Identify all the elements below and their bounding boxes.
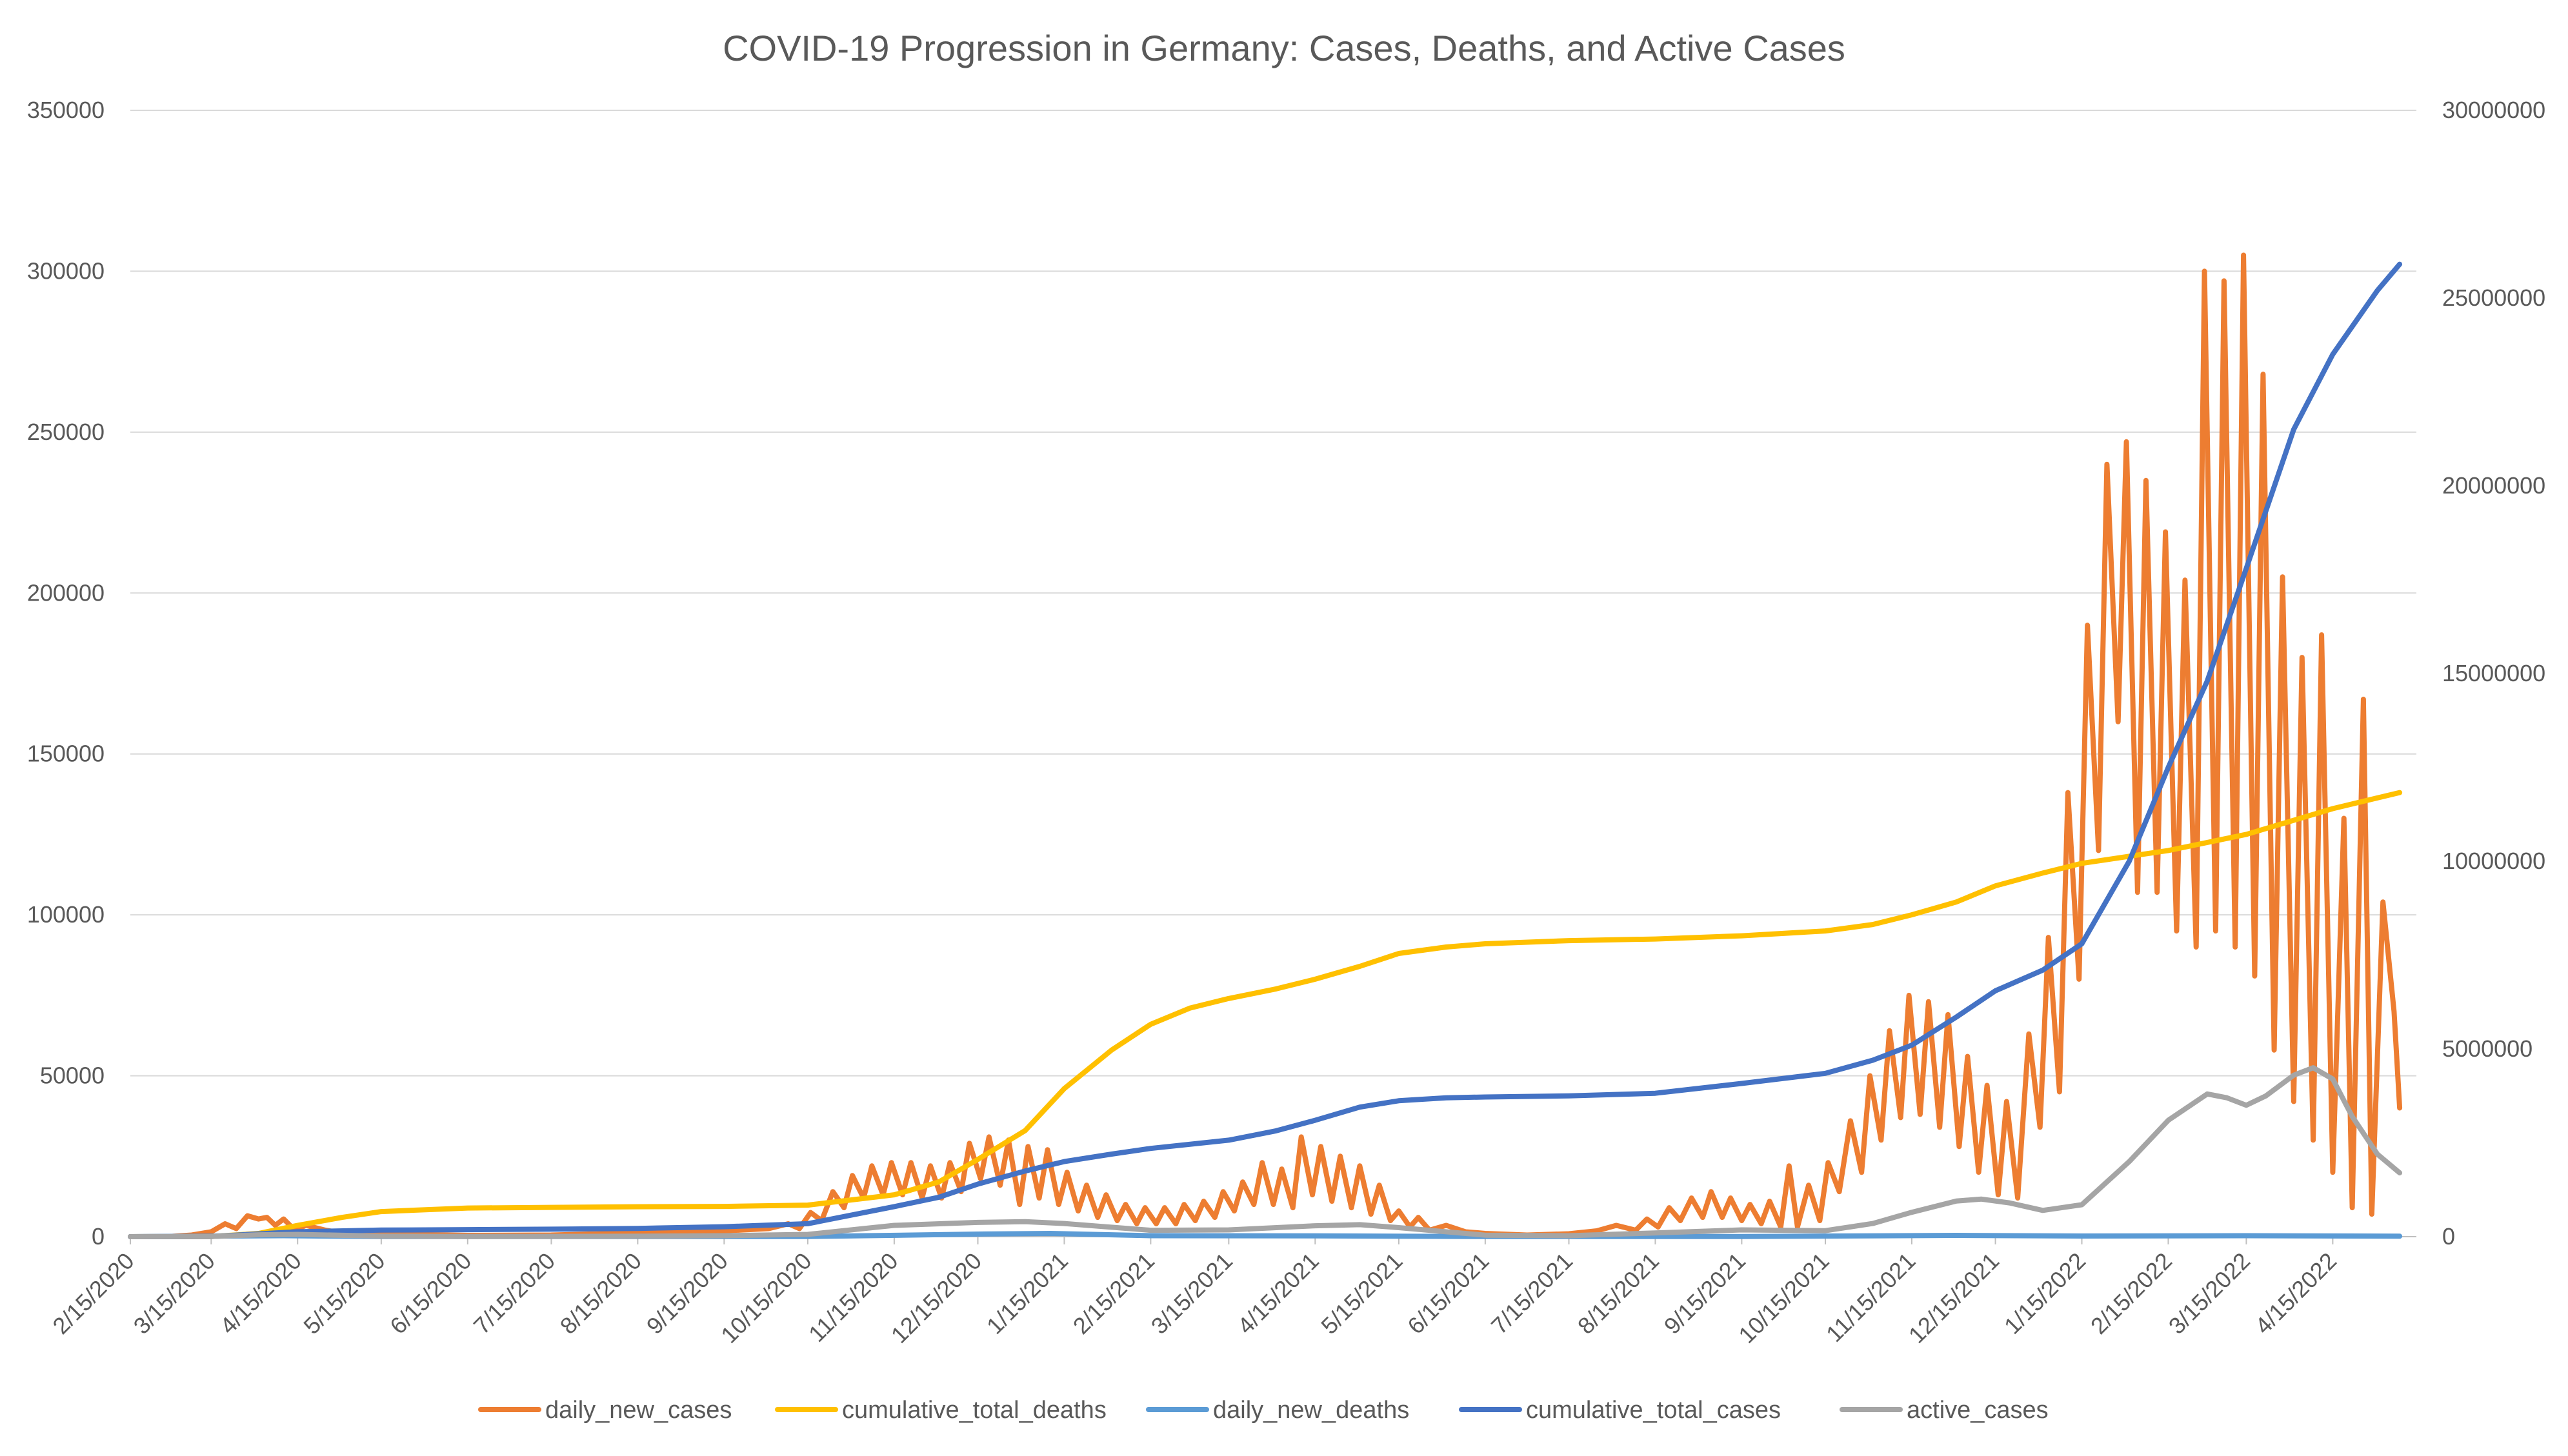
legend-label: cumulative_total_cases — [1526, 1397, 1781, 1424]
legend-label: active_cases — [1907, 1397, 2049, 1424]
x-tick-label: 3/15/2022 — [2163, 1248, 2255, 1339]
x-tick-label: 10/15/2020 — [716, 1248, 816, 1348]
legend-label: daily_new_deaths — [1213, 1397, 1409, 1424]
x-tick-label: 10/15/2021 — [1733, 1248, 1834, 1348]
x-tick-label: 3/15/2021 — [1146, 1248, 1238, 1339]
right-y-tick-label: 0 — [2442, 1223, 2455, 1250]
left-y-tick-label: 300000 — [27, 257, 105, 284]
chart-title: COVID-19 Progression in Germany: Cases, … — [723, 28, 1845, 68]
x-tick-label: 1/15/2022 — [1999, 1248, 2091, 1339]
right-y-tick-label: 25000000 — [2442, 284, 2545, 311]
left-y-tick-label: 0 — [92, 1223, 105, 1250]
x-tick-label: 6/15/2021 — [1402, 1248, 1494, 1339]
left-y-tick-label: 150000 — [27, 741, 105, 767]
x-tick-label: 2/15/2021 — [1068, 1248, 1159, 1339]
series-line-daily-new-cases — [128, 252, 2403, 1239]
legend: daily_new_cases cumulative_total_deaths da… — [478, 1397, 2049, 1424]
x-tick-label: 12/15/2021 — [1903, 1248, 2004, 1348]
x-tick-label: 3/15/2020 — [128, 1248, 220, 1339]
series-line-cumulative-total-cases — [128, 261, 2403, 1239]
right-y-tick-label: 20000000 — [2442, 472, 2545, 499]
left-y-tick-label: 100000 — [27, 901, 105, 928]
x-tick-label: 1/15/2021 — [981, 1248, 1073, 1339]
x-tick-label: 7/15/2020 — [468, 1248, 560, 1339]
x-tick-label: 12/15/2020 — [886, 1248, 987, 1348]
legend-label: cumulative_total_deaths — [842, 1397, 1107, 1424]
x-tick-label: 8/15/2021 — [1572, 1248, 1664, 1339]
x-tick-label: 2/15/2020 — [47, 1248, 139, 1339]
right-y-tick-label: 30000000 — [2442, 97, 2545, 123]
x-tick-label: 4/15/2021 — [1232, 1248, 1324, 1339]
right-y-tick-label: 15000000 — [2442, 660, 2545, 686]
series-line-cumulative-total-deaths — [128, 790, 2403, 1239]
left-y-tick-label: 350000 — [27, 97, 105, 123]
left-y-tick-label: 50000 — [40, 1062, 105, 1089]
series-line-active-cases — [128, 1065, 2403, 1239]
left-y-tick-label: 250000 — [27, 419, 105, 445]
x-axis: 2/15/20203/15/20204/15/20205/15/20206/15… — [47, 1237, 2342, 1348]
legend-label: daily_new_cases — [545, 1397, 732, 1424]
right-y-tick-label: 5000000 — [2442, 1035, 2533, 1062]
x-tick-label: 5/15/2021 — [1316, 1248, 1407, 1339]
x-tick-label: 4/15/2020 — [215, 1248, 306, 1339]
x-tick-label: 8/15/2020 — [555, 1248, 647, 1339]
x-tick-label: 7/15/2021 — [1486, 1248, 1578, 1339]
right-y-axis: 0 5000000 10000000 15000000 20000000 25000000… — [2442, 97, 2545, 1250]
gridlines — [130, 110, 2416, 1237]
x-tick-label: 6/15/2020 — [385, 1248, 476, 1339]
x-tick-label: 4/15/2022 — [2250, 1248, 2342, 1339]
x-tick-label: 2/15/2022 — [2085, 1248, 2177, 1339]
x-tick-label: 5/15/2020 — [298, 1248, 390, 1339]
left-y-axis: 0 50000 100000 150000 200000 250000 300000 3500… — [27, 97, 105, 1250]
left-y-tick-label: 200000 — [27, 579, 105, 606]
series-lines — [128, 252, 2403, 1239]
right-y-tick-label: 10000000 — [2442, 848, 2545, 874]
